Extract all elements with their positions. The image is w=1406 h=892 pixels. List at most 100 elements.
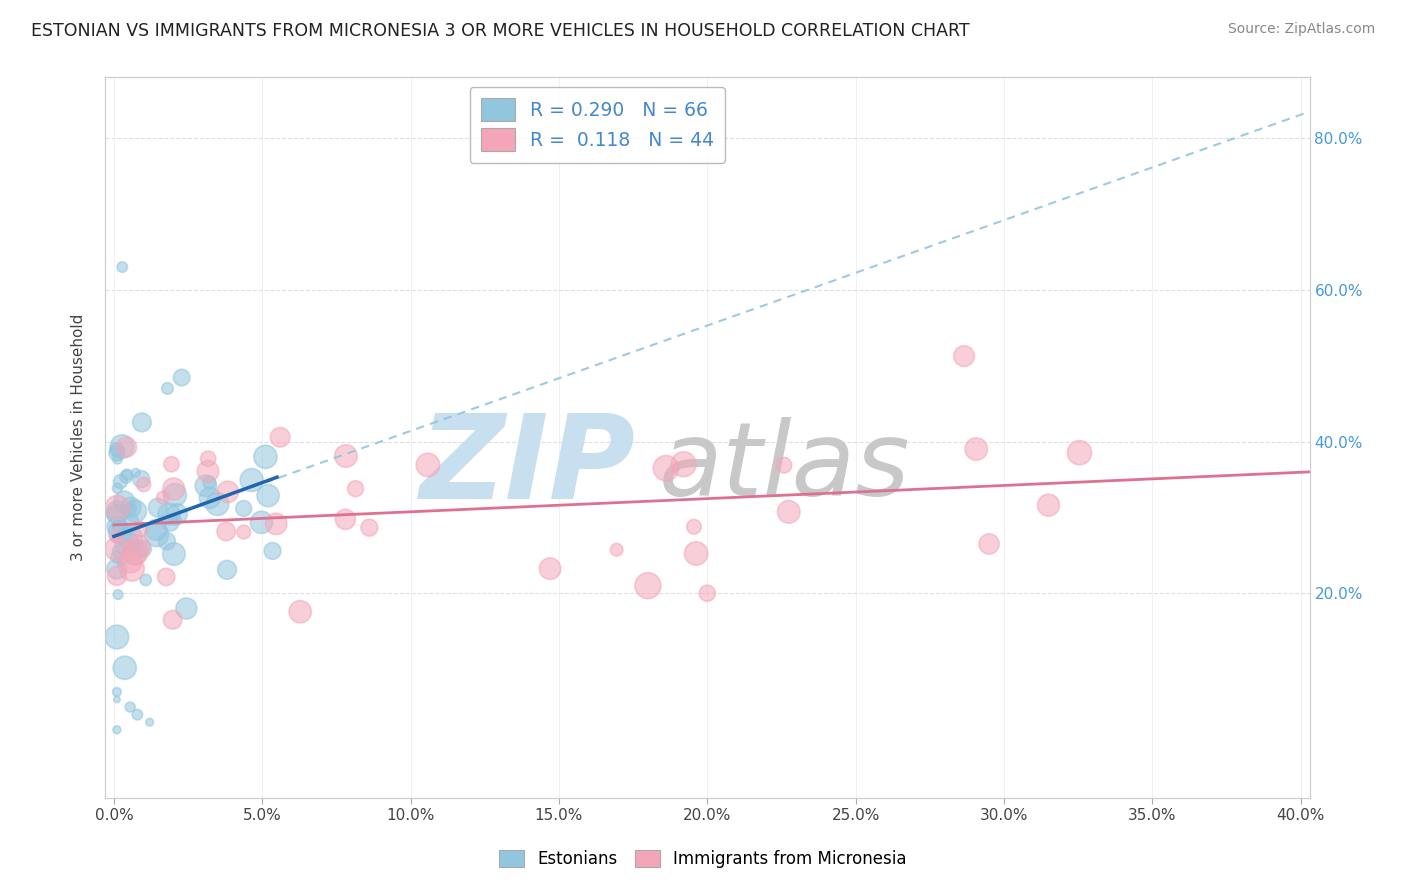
Point bbox=[1069, 445, 1091, 459]
Point bbox=[124, 546, 146, 560]
Point bbox=[127, 540, 149, 554]
Point bbox=[105, 685, 128, 699]
Point bbox=[778, 505, 800, 519]
Point bbox=[105, 569, 128, 583]
Point bbox=[105, 507, 128, 521]
Point bbox=[163, 547, 186, 561]
Point bbox=[197, 451, 219, 466]
Point bbox=[146, 500, 169, 515]
Point bbox=[118, 515, 141, 529]
Point bbox=[105, 692, 128, 706]
Point bbox=[685, 547, 707, 561]
Point bbox=[120, 700, 142, 714]
Point bbox=[207, 497, 229, 511]
Point bbox=[655, 461, 678, 475]
Point bbox=[163, 488, 186, 502]
Point bbox=[155, 570, 177, 584]
Point bbox=[105, 541, 128, 556]
Point bbox=[159, 516, 181, 530]
Point bbox=[335, 512, 357, 526]
Point bbox=[105, 505, 128, 519]
Point bbox=[114, 661, 136, 675]
Point bbox=[112, 502, 135, 516]
Point bbox=[160, 457, 183, 471]
Point bbox=[105, 549, 128, 564]
Point bbox=[124, 504, 146, 518]
Point bbox=[129, 472, 152, 486]
Point bbox=[156, 534, 179, 549]
Point bbox=[105, 519, 128, 533]
Point bbox=[262, 544, 284, 558]
Point bbox=[115, 537, 138, 551]
Point bbox=[108, 558, 131, 572]
Point bbox=[264, 516, 287, 531]
Point bbox=[107, 519, 129, 533]
Point bbox=[170, 370, 193, 384]
Point bbox=[215, 563, 238, 577]
Point bbox=[254, 450, 277, 464]
Point bbox=[110, 527, 132, 541]
Y-axis label: 3 or more Vehicles in Household: 3 or more Vehicles in Household bbox=[72, 314, 86, 561]
Point bbox=[127, 707, 149, 722]
Point bbox=[165, 513, 187, 527]
Point bbox=[696, 586, 718, 600]
Point bbox=[121, 561, 143, 575]
Legend: R = 0.290   N = 66, R =  0.118   N = 44: R = 0.290 N = 66, R = 0.118 N = 44 bbox=[470, 87, 725, 162]
Point bbox=[162, 482, 184, 496]
Point bbox=[250, 516, 273, 530]
Text: atlas: atlas bbox=[659, 417, 911, 516]
Point bbox=[965, 442, 987, 456]
Point bbox=[124, 545, 146, 559]
Point bbox=[232, 524, 254, 539]
Point bbox=[105, 500, 128, 515]
Text: ESTONIAN VS IMMIGRANTS FROM MICRONESIA 3 OR MORE VEHICLES IN HOUSEHOLD CORRELATI: ESTONIAN VS IMMIGRANTS FROM MICRONESIA 3… bbox=[31, 22, 970, 40]
Point bbox=[105, 723, 128, 737]
Legend: Estonians, Immigrants from Micronesia: Estonians, Immigrants from Micronesia bbox=[492, 843, 914, 875]
Point bbox=[131, 416, 153, 430]
Point bbox=[129, 522, 152, 536]
Point bbox=[359, 521, 381, 535]
Point bbox=[257, 489, 280, 503]
Point bbox=[215, 524, 238, 539]
Point bbox=[176, 601, 198, 615]
Point bbox=[162, 613, 184, 627]
Point bbox=[107, 481, 129, 495]
Point bbox=[1038, 498, 1060, 512]
Point bbox=[120, 531, 142, 545]
Point bbox=[105, 442, 128, 457]
Point bbox=[105, 446, 128, 460]
Point bbox=[110, 475, 132, 489]
Point bbox=[269, 430, 291, 444]
Point bbox=[115, 467, 138, 482]
Point bbox=[105, 562, 128, 576]
Point bbox=[105, 630, 128, 644]
Text: Source: ZipAtlas.com: Source: ZipAtlas.com bbox=[1227, 22, 1375, 37]
Point bbox=[135, 573, 157, 587]
Point bbox=[977, 537, 1000, 551]
Point bbox=[538, 562, 561, 576]
Point bbox=[108, 544, 131, 558]
Point bbox=[108, 525, 131, 540]
Point bbox=[115, 440, 138, 454]
Point bbox=[672, 457, 695, 471]
Point bbox=[637, 579, 659, 593]
Text: ZIP: ZIP bbox=[419, 409, 636, 524]
Point bbox=[157, 508, 180, 522]
Point bbox=[111, 440, 134, 454]
Point bbox=[217, 484, 239, 499]
Point bbox=[107, 452, 129, 467]
Point bbox=[344, 482, 367, 496]
Point bbox=[197, 464, 219, 478]
Point bbox=[115, 470, 138, 484]
Point bbox=[198, 491, 221, 505]
Point bbox=[166, 507, 188, 521]
Point bbox=[145, 523, 167, 537]
Point bbox=[416, 458, 439, 472]
Point bbox=[606, 542, 628, 557]
Point bbox=[335, 449, 357, 463]
Point bbox=[773, 458, 796, 472]
Point bbox=[198, 475, 221, 490]
Point bbox=[132, 477, 155, 491]
Point bbox=[152, 491, 174, 505]
Point bbox=[120, 500, 142, 515]
